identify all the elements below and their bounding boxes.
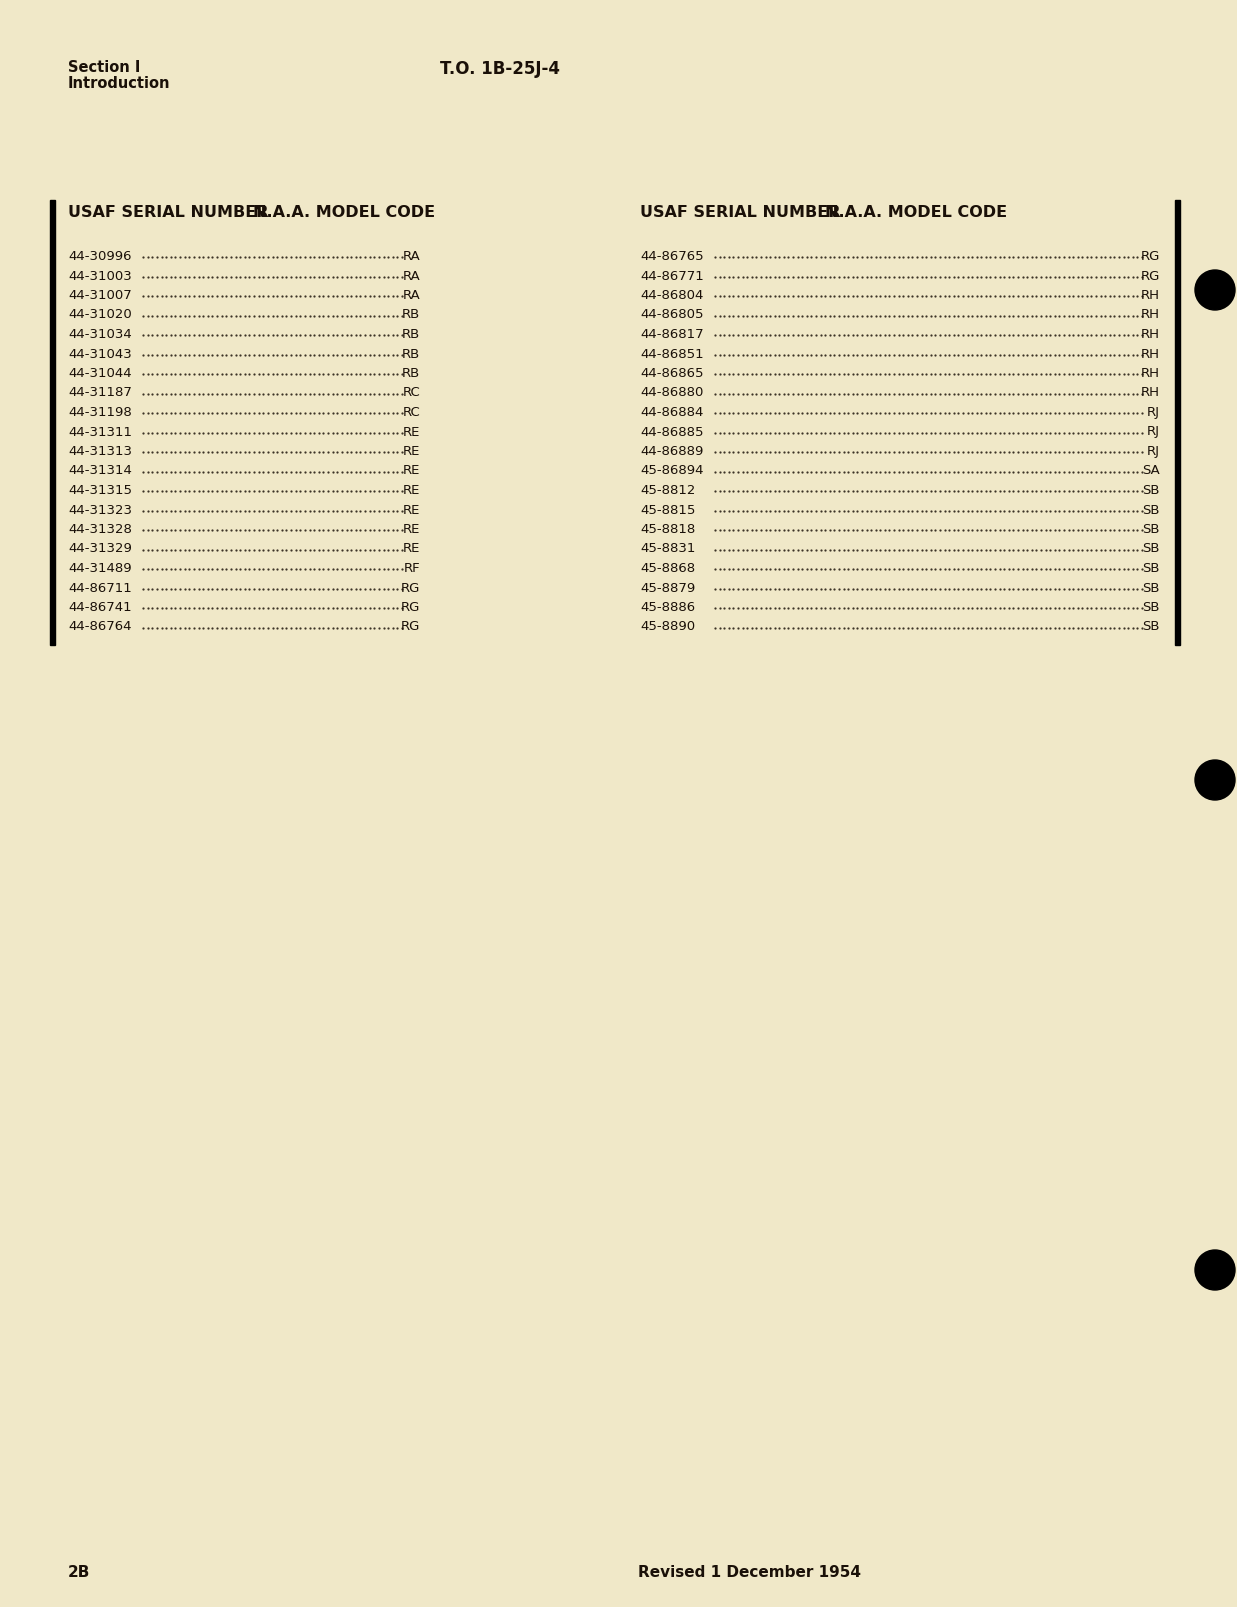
Text: RF: RF [403,562,421,575]
Text: RB: RB [402,366,421,379]
Text: Section I: Section I [68,59,140,76]
Text: 45-86894: 45-86894 [640,464,704,477]
Text: 44-31034: 44-31034 [68,328,132,341]
Text: 44-86764: 44-86764 [68,620,131,633]
Text: RH: RH [1141,366,1160,379]
Text: RE: RE [402,503,421,516]
Text: SB: SB [1143,503,1160,516]
Text: RG: RG [401,601,421,614]
Text: SB: SB [1143,522,1160,537]
Text: 45-8831: 45-8831 [640,543,695,556]
Text: RG: RG [401,582,421,595]
Text: 44-31328: 44-31328 [68,522,132,537]
Text: 44-31315: 44-31315 [68,484,132,497]
Text: 44-31003: 44-31003 [68,270,132,283]
Text: 44-86817: 44-86817 [640,328,704,341]
Text: T.O. 1B-25J-4: T.O. 1B-25J-4 [440,59,560,79]
Text: Revised 1 December 1954: Revised 1 December 1954 [638,1565,861,1580]
Text: RA: RA [402,251,421,264]
Text: N.A.A. MODEL CODE: N.A.A. MODEL CODE [825,206,1007,220]
Text: 44-86884: 44-86884 [640,407,704,419]
Text: 44-31323: 44-31323 [68,503,132,516]
Text: RC: RC [402,387,421,400]
Text: RE: RE [402,484,421,497]
Text: 44-30996: 44-30996 [68,251,131,264]
Text: RB: RB [402,347,421,360]
Text: USAF SERIAL NUMBER: USAF SERIAL NUMBER [640,206,840,220]
Text: USAF SERIAL NUMBER: USAF SERIAL NUMBER [68,206,268,220]
Text: 44-31198: 44-31198 [68,407,132,419]
Bar [49,199,54,644]
Text: N.A.A. MODEL CODE: N.A.A. MODEL CODE [254,206,435,220]
Text: 45-8886: 45-8886 [640,601,695,614]
Text: 44-31020: 44-31020 [68,309,132,321]
Text: 45-8890: 45-8890 [640,620,695,633]
Text: RE: RE [402,543,421,556]
Text: SA: SA [1142,464,1160,477]
Text: RH: RH [1141,347,1160,360]
Text: 44-31007: 44-31007 [68,289,132,302]
Text: SB: SB [1143,601,1160,614]
Text: RA: RA [402,270,421,283]
Text: 45-8818: 45-8818 [640,522,695,537]
Text: 44-86865: 44-86865 [640,366,704,379]
Text: RA: RA [402,289,421,302]
Circle shape [1195,1250,1235,1290]
Text: 44-86711: 44-86711 [68,582,132,595]
Text: RB: RB [402,309,421,321]
Text: RJ: RJ [1147,445,1160,458]
Text: 44-31044: 44-31044 [68,366,131,379]
Text: 44-31489: 44-31489 [68,562,131,575]
Text: 44-86889: 44-86889 [640,445,704,458]
Text: 45-8879: 45-8879 [640,582,695,595]
Text: RH: RH [1141,328,1160,341]
Text: 44-31311: 44-31311 [68,426,132,439]
Text: 44-86880: 44-86880 [640,387,704,400]
Text: 44-31187: 44-31187 [68,387,132,400]
Text: RG: RG [401,620,421,633]
Text: SB: SB [1143,484,1160,497]
Text: SB: SB [1143,620,1160,633]
Text: RH: RH [1141,387,1160,400]
Text: RE: RE [402,522,421,537]
Text: RC: RC [402,407,421,419]
Text: RH: RH [1141,309,1160,321]
Text: 44-31313: 44-31313 [68,445,132,458]
Text: 44-86765: 44-86765 [640,251,704,264]
Text: SB: SB [1143,562,1160,575]
Text: 44-86771: 44-86771 [640,270,704,283]
Text: 45-8815: 45-8815 [640,503,695,516]
Text: 45-8868: 45-8868 [640,562,695,575]
Text: 2B: 2B [68,1565,90,1580]
Text: Introduction: Introduction [68,76,171,92]
Text: 44-86805: 44-86805 [640,309,704,321]
Text: RG: RG [1141,270,1160,283]
Text: RB: RB [402,328,421,341]
Text: RJ: RJ [1147,407,1160,419]
Text: 44-86885: 44-86885 [640,426,704,439]
Text: RH: RH [1141,289,1160,302]
Bar [1175,199,1180,644]
Text: 44-31329: 44-31329 [68,543,132,556]
Text: RJ: RJ [1147,426,1160,439]
Circle shape [1195,270,1235,310]
Text: 44-31043: 44-31043 [68,347,132,360]
Text: RE: RE [402,445,421,458]
Text: SB: SB [1143,543,1160,556]
Text: 44-86804: 44-86804 [640,289,704,302]
Text: RG: RG [1141,251,1160,264]
Text: RE: RE [402,464,421,477]
Text: SB: SB [1143,582,1160,595]
Text: 44-86741: 44-86741 [68,601,131,614]
Text: RE: RE [402,426,421,439]
Text: 44-86851: 44-86851 [640,347,704,360]
Text: 44-31314: 44-31314 [68,464,132,477]
Text: 45-8812: 45-8812 [640,484,695,497]
Circle shape [1195,760,1235,800]
